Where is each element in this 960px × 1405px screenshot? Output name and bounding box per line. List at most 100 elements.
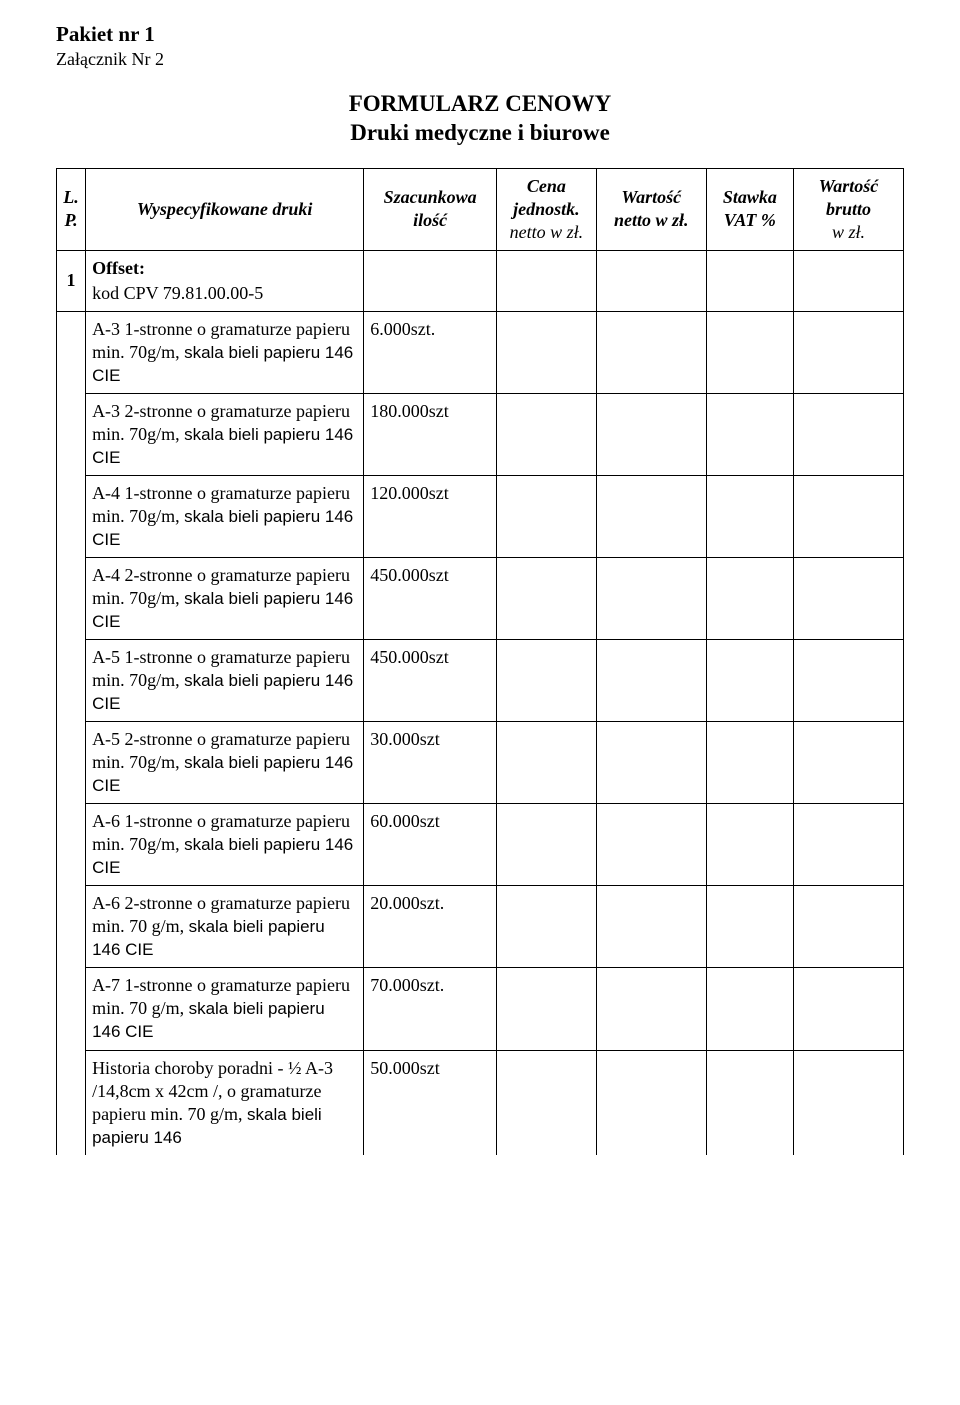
empty-cell: [497, 311, 597, 393]
empty-cell: [497, 886, 597, 968]
empty-cell: [596, 475, 706, 557]
qty-cell: 60.000szt: [364, 804, 497, 886]
spec-cell: A-4 1-stronne o gramaturze papieru min. …: [86, 475, 364, 557]
table-row: A-4 1-stronne o gramaturze papieru min. …: [57, 475, 904, 557]
empty-cell: [596, 557, 706, 639]
empty-cell: [793, 1050, 903, 1155]
table-row: A-5 1-stronne o gramaturze papieru min. …: [57, 640, 904, 722]
empty-cell: [596, 1050, 706, 1155]
empty-cell: [497, 1050, 597, 1155]
empty-cell: [793, 475, 903, 557]
col-vat: Stawka VAT %: [706, 168, 793, 250]
qty-cell: 50.000szt: [364, 1050, 497, 1155]
qty-cell: 180.000szt: [364, 393, 497, 475]
empty-cell: [793, 722, 903, 804]
lp-empty: [57, 804, 86, 886]
empty-cell: [793, 311, 903, 393]
lp-empty: [57, 886, 86, 968]
title-line-2: Druki medyczne i biurowe: [56, 119, 904, 148]
offset-cpv: kod CPV 79.81.00.00-5: [92, 282, 357, 305]
table-body: 1 Offset: kod CPV 79.81.00.00-5 A-3 1-st…: [57, 250, 904, 1155]
header-row: L. P. Wyspecyfikowane druki Szacunkowa i…: [57, 168, 904, 250]
spec-cell: A-3 1-stronne o gramaturze papieru min. …: [86, 311, 364, 393]
spec-cell: Historia choroby poradni - ½ A-3 /14,8cm…: [86, 1050, 364, 1155]
spec-cell: A-6 1-stronne o gramaturze papieru min. …: [86, 804, 364, 886]
spec-cell: A-3 2-stronne o gramaturze papieru min. …: [86, 393, 364, 475]
table-row: A-7 1-stronne o gramaturze papieru min. …: [57, 968, 904, 1050]
empty-cell: [793, 250, 903, 311]
lp-empty: [57, 393, 86, 475]
offset-cell: Offset: kod CPV 79.81.00.00-5: [86, 250, 364, 311]
empty-cell: [596, 250, 706, 311]
pakiet-heading: Pakiet nr 1: [56, 22, 904, 47]
col-unit: Cena jednostk. netto w zł.: [497, 168, 597, 250]
table-row: A-3 1-stronne o gramaturze papieru min. …: [57, 311, 904, 393]
col-gross-line1: Wartość brutto: [819, 176, 879, 219]
table-row: A-6 1-stronne o gramaturze papieru min. …: [57, 804, 904, 886]
col-net: Wartość netto w zł.: [596, 168, 706, 250]
empty-cell: [497, 250, 597, 311]
empty-cell: [497, 475, 597, 557]
empty-cell: [596, 393, 706, 475]
spec-cell: A-7 1-stronne o gramaturze papieru min. …: [86, 968, 364, 1050]
table-row: Historia choroby poradni - ½ A-3 /14,8cm…: [57, 1050, 904, 1155]
spec-cell: A-6 2-stronne o gramaturze papieru min. …: [86, 886, 364, 968]
col-spec: Wyspecyfikowane druki: [86, 168, 364, 250]
spec-cell: A-5 2-stronne o gramaturze papieru min. …: [86, 722, 364, 804]
empty-cell: [497, 722, 597, 804]
empty-cell: [793, 557, 903, 639]
empty-cell: [497, 557, 597, 639]
title-line-1: FORMULARZ CENOWY: [56, 90, 904, 119]
lp-empty: [57, 1050, 86, 1155]
lp-empty: [57, 722, 86, 804]
qty-cell: 450.000szt: [364, 640, 497, 722]
empty-cell: [706, 722, 793, 804]
empty-cell: [596, 311, 706, 393]
empty-cell: [497, 968, 597, 1050]
price-table: L. P. Wyspecyfikowane druki Szacunkowa i…: [56, 168, 904, 1155]
empty-cell: [706, 475, 793, 557]
empty-cell: [706, 640, 793, 722]
qty-cell: 20.000szt.: [364, 886, 497, 968]
col-gross-line2: w zł.: [832, 222, 865, 242]
col-gross: Wartość brutto w zł.: [793, 168, 903, 250]
empty-cell: [364, 250, 497, 311]
qty-cell: 120.000szt: [364, 475, 497, 557]
empty-cell: [706, 311, 793, 393]
lp-empty: [57, 968, 86, 1050]
table-row: A-4 2-stronne o gramaturze papieru min. …: [57, 557, 904, 639]
empty-cell: [497, 640, 597, 722]
spec-cell: A-5 1-stronne o gramaturze papieru min. …: [86, 640, 364, 722]
empty-cell: [497, 804, 597, 886]
empty-cell: [793, 640, 903, 722]
empty-cell: [706, 1050, 793, 1155]
qty-cell: 70.000szt.: [364, 968, 497, 1050]
empty-cell: [793, 968, 903, 1050]
spec-cell: A-4 2-stronne o gramaturze papieru min. …: [86, 557, 364, 639]
col-unit-line1: Cena jednostk.: [513, 176, 580, 219]
qty-cell: 450.000szt: [364, 557, 497, 639]
empty-cell: [596, 968, 706, 1050]
empty-cell: [596, 886, 706, 968]
empty-cell: [793, 886, 903, 968]
lp-empty: [57, 640, 86, 722]
offset-label: Offset:: [92, 258, 145, 278]
empty-cell: [706, 804, 793, 886]
table-row: A-6 2-stronne o gramaturze papieru min. …: [57, 886, 904, 968]
page: Pakiet nr 1 Załącznik Nr 2 FORMULARZ CEN…: [0, 0, 960, 1405]
lp-empty: [57, 311, 86, 393]
empty-cell: [706, 557, 793, 639]
empty-cell: [793, 804, 903, 886]
empty-cell: [596, 722, 706, 804]
col-unit-line2: netto w zł.: [510, 222, 584, 242]
col-qty: Szacunkowa ilość: [364, 168, 497, 250]
col-lp: L. P.: [57, 168, 86, 250]
empty-cell: [706, 886, 793, 968]
qty-cell: 30.000szt: [364, 722, 497, 804]
zalacznik-heading: Załącznik Nr 2: [56, 49, 904, 70]
lp-empty: [57, 557, 86, 639]
qty-cell: 6.000szt.: [364, 311, 497, 393]
lp-empty: [57, 475, 86, 557]
empty-cell: [706, 393, 793, 475]
empty-cell: [793, 393, 903, 475]
